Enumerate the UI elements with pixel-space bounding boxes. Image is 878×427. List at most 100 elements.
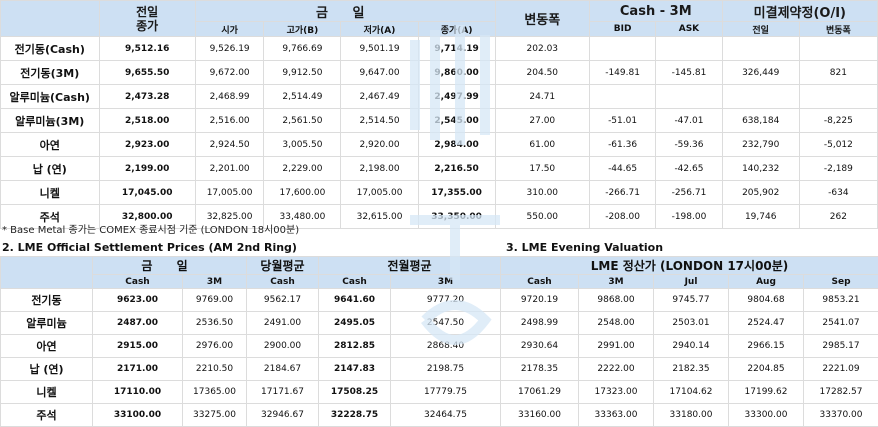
metal-name: 알루미늄(Cash) (1, 85, 100, 109)
table-row: 전기동(Cash) 9,512.16 9,526.19 9,766.69 9,5… (1, 37, 878, 61)
cash-value: 33100.00 (93, 404, 183, 427)
change-value: 310.00 (495, 181, 589, 205)
3m-value: 2991.00 (579, 335, 654, 358)
aug-value: 2524.47 (729, 312, 804, 335)
open-value: 17,005.00 (195, 181, 264, 205)
oi-change-value: -5,012 (799, 133, 877, 157)
valuation-header: LME 정산가 (LONDON 17시00분) (501, 257, 878, 275)
table-row: 2498.99 2548.00 2503.01 2524.47 2541.07 (501, 312, 878, 335)
ask-value: -198.00 (656, 205, 722, 229)
corner-cell (1, 257, 93, 289)
ask-value: -145.81 (656, 61, 722, 85)
prev-avg-header: 전월평균 (319, 257, 501, 275)
high-header: 고가(B) (264, 22, 341, 37)
cash3m-header: Cash - 3M (589, 1, 722, 22)
metal-name: 전기동 (1, 289, 93, 312)
jul-value: 17104.62 (654, 381, 729, 404)
close-value: 2,984.00 (418, 133, 495, 157)
cash-value: 33160.00 (501, 404, 579, 427)
open-header: 시가 (195, 22, 264, 37)
oi-prev-value: 326,449 (722, 61, 799, 85)
high-value: 2,561.50 (264, 109, 341, 133)
aug-value: 2966.15 (729, 335, 804, 358)
cash-value: 2930.64 (501, 335, 579, 358)
table-row: 전기동 9623.00 9769.00 9562.17 9641.60 9777… (1, 289, 501, 312)
prev-close: 2,199.00 (99, 157, 195, 181)
cash-value: 17110.00 (93, 381, 183, 404)
3m-value: 2976.00 (183, 335, 247, 358)
close-value: 17,355.00 (418, 181, 495, 205)
close-value: 33,350.00 (418, 205, 495, 229)
bid-value: -51.01 (589, 109, 655, 133)
cash-value: 9623.00 (93, 289, 183, 312)
3m-value: 33363.00 (579, 404, 654, 427)
cash-header: Cash (93, 275, 183, 289)
table-row: 알루미늄(Cash) 2,473.28 2,468.99 2,514.49 2,… (1, 85, 878, 109)
table-row: 2930.64 2991.00 2940.14 2966.15 2985.17 (501, 335, 878, 358)
prev-3m-value: 32464.75 (391, 404, 501, 427)
close-value: 9,714.19 (418, 37, 495, 61)
table-row: 아연 2915.00 2976.00 2900.00 2812.85 2868.… (1, 335, 501, 358)
jul-value: 2182.35 (654, 358, 729, 381)
metal-name: 니켈 (1, 181, 100, 205)
close-value: 9,860.00 (418, 61, 495, 85)
table-row: 납 (연) 2171.00 2210.50 2184.67 2147.83 21… (1, 358, 501, 381)
table-row: 알루미늄(3M) 2,518.00 2,516.00 2,561.50 2,51… (1, 109, 878, 133)
col-cash-header: Cash (501, 275, 579, 289)
section2-title: 2. LME Official Settlement Prices (AM 2n… (2, 241, 297, 254)
oi-change-value: -8,225 (799, 109, 877, 133)
low-header: 저가(A) (341, 22, 418, 37)
sep-value: 2985.17 (804, 335, 878, 358)
corner-cell (1, 1, 100, 37)
ask-value: -42.65 (656, 157, 722, 181)
col-jul-header: Jul (654, 275, 729, 289)
prev-3m-value: 2198.75 (391, 358, 501, 381)
cash-value: 17061.29 (501, 381, 579, 404)
prev-cash-value: 32228.75 (319, 404, 391, 427)
metal-name: 아연 (1, 133, 100, 157)
ask-value: -59.36 (656, 133, 722, 157)
oi-change-header: 변동폭 (799, 22, 877, 37)
jul-value: 33180.00 (654, 404, 729, 427)
bid-value: -61.36 (589, 133, 655, 157)
col-sep-header: Sep (804, 275, 878, 289)
cur-avg-value: 2900.00 (247, 335, 319, 358)
metal-name: 알루미늄 (1, 312, 93, 335)
oi-change-value (799, 85, 877, 109)
prev-close: 9,655.50 (99, 61, 195, 85)
ask-header: ASK (656, 22, 722, 37)
cash-value: 2171.00 (93, 358, 183, 381)
3m-value: 9769.00 (183, 289, 247, 312)
change-value: 17.50 (495, 157, 589, 181)
open-interest-header: 미결제약정(O/I) (722, 1, 877, 22)
metal-name: 납 (연) (1, 358, 93, 381)
oi-prev-value (722, 85, 799, 109)
low-value: 9,501.19 (341, 37, 418, 61)
aug-value: 17199.62 (729, 381, 804, 404)
ask-value (656, 37, 722, 61)
metal-name: 전기동(3M) (1, 61, 100, 85)
3m-value: 17323.00 (579, 381, 654, 404)
metal-name: 납 (연) (1, 157, 100, 181)
prev-cash-value: 2495.05 (319, 312, 391, 335)
prev-3m-value: 17779.75 (391, 381, 501, 404)
metal-name: 니켈 (1, 381, 93, 404)
3m-value: 33275.00 (183, 404, 247, 427)
prev-cash-value: 9641.60 (319, 289, 391, 312)
cash-value: 2915.00 (93, 335, 183, 358)
table-row: 전기동(3M) 9,655.50 9,672.00 9,912.50 9,647… (1, 61, 878, 85)
prev-close-header: 전일 종가 (99, 1, 195, 37)
sep-value: 2221.09 (804, 358, 878, 381)
prev-header-bottom: 종가 (100, 19, 195, 33)
metal-name: 주석 (1, 404, 93, 427)
table-row: 9720.19 9868.00 9745.77 9804.68 9853.21 (501, 289, 878, 312)
cur-avg-value: 17171.67 (247, 381, 319, 404)
low-value: 32,615.00 (341, 205, 418, 229)
bid-value: -208.00 (589, 205, 655, 229)
col-3m-header: 3M (579, 275, 654, 289)
bid-value (589, 37, 655, 61)
change-value: 550.00 (495, 205, 589, 229)
bid-header: BID (589, 22, 655, 37)
cur-avg-value: 2491.00 (247, 312, 319, 335)
footnote: * Base Metal 종가는 COMEX 종료시점 기준 (LONDON 1… (2, 221, 299, 236)
